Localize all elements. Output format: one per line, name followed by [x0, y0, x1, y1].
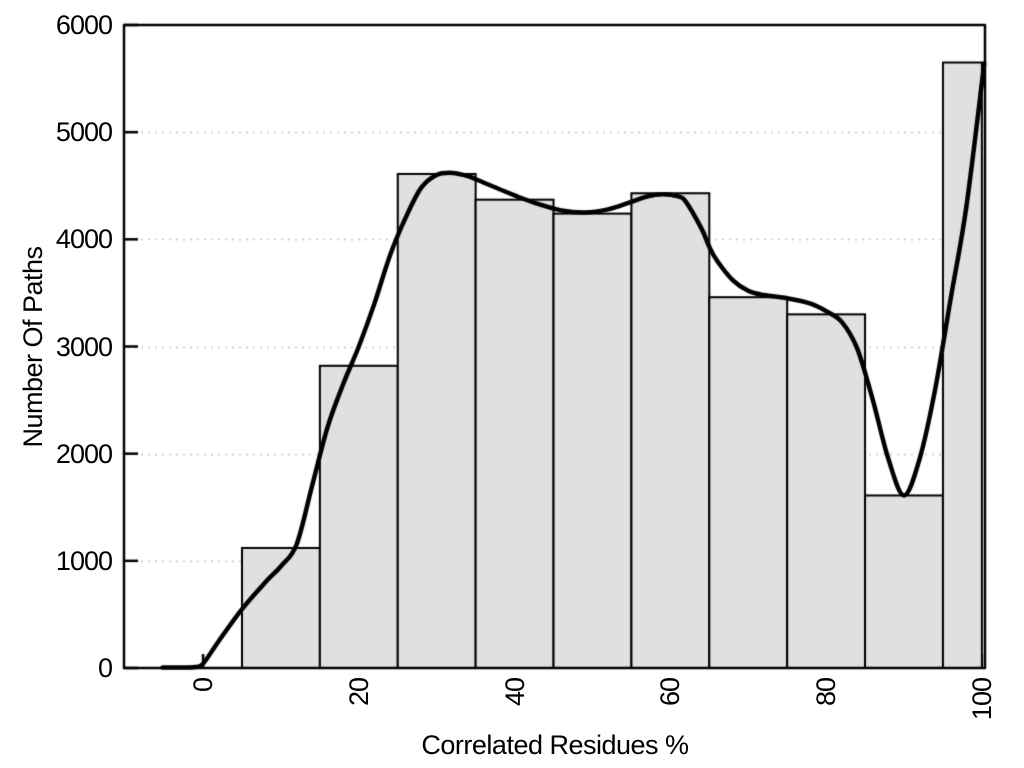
x-tick-label: 0: [188, 678, 219, 693]
y-tick-label: 0: [97, 653, 113, 683]
x-axis-title: Correlated Residues %: [421, 730, 689, 760]
x-tick-label: 80: [811, 678, 842, 707]
y-tick-label: 4000: [55, 224, 113, 255]
y-tick-label: 5000: [55, 117, 113, 148]
y-tick-label: 2000: [55, 438, 113, 469]
y-tick-label: 1000: [55, 545, 113, 576]
y-tick-label: 6000: [55, 10, 113, 40]
y-tick-label: 3000: [55, 331, 113, 362]
x-tick-label: 40: [499, 678, 530, 707]
x-tick-label: 100: [966, 678, 997, 721]
x-tick-label: 20: [343, 678, 374, 707]
x-tick-label: 60: [655, 678, 686, 707]
